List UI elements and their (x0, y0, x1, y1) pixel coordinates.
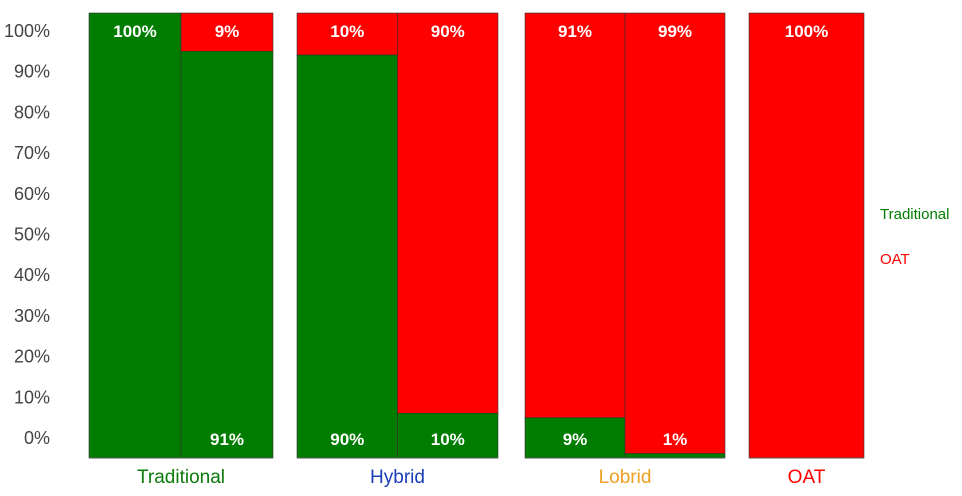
y-tick-label: 30% (14, 306, 50, 326)
y-tick-label: 40% (14, 265, 50, 285)
data-label: 10% (431, 430, 465, 449)
y-tick-label: 100% (4, 21, 50, 41)
x-category-label: OAT (788, 467, 826, 488)
data-label: 9% (563, 430, 588, 449)
data-label: 90% (431, 22, 465, 41)
bar-segment-traditional (524, 417, 626, 459)
data-label: 100% (113, 22, 156, 41)
legend-entry: OAT (880, 251, 910, 268)
y-tick-label: 90% (14, 62, 50, 82)
bar-area: 100% 9% 91% 10% 90% 90% 10% 91% 9% 99% 1% 100% (88, 12, 865, 459)
y-tick-label: 50% (14, 225, 50, 245)
data-label: 90% (330, 430, 364, 449)
x-category-label: Lobrid (599, 467, 652, 488)
x-axis: Traditional Hybrid Lobrid OAT (89, 457, 864, 488)
data-label: 9% (215, 22, 240, 41)
x-category-label: Hybrid (370, 467, 425, 488)
bar-segment-oat (296, 12, 398, 56)
bar-segment-oat (748, 12, 865, 459)
data-label: 1% (663, 430, 688, 449)
bar-segment-traditional (180, 50, 274, 459)
bar-segment-traditional (624, 453, 726, 459)
y-tick-label: 60% (14, 184, 50, 204)
y-tick-label: 0% (24, 428, 50, 448)
legend: Traditional OAT (880, 206, 949, 268)
bar-segment-traditional (88, 12, 182, 459)
data-label: 91% (210, 430, 244, 449)
bar-segment-traditional (397, 412, 499, 459)
data-label: 99% (658, 22, 692, 41)
data-label: 100% (785, 22, 828, 41)
legend-entry: Traditional (880, 206, 949, 223)
data-label: 91% (558, 22, 592, 41)
x-category-label: Traditional (137, 467, 225, 488)
y-axis: 100% 90% 80% 70% 60% 50% 40% 30% 20% 10% 0% (4, 21, 50, 448)
bar-segment-oat (524, 12, 626, 419)
y-tick-label: 80% (14, 102, 50, 122)
y-tick-label: 20% (14, 347, 50, 367)
data-label: 10% (330, 22, 364, 41)
bar-segment-traditional (296, 54, 398, 459)
bar-segment-oat (397, 12, 499, 414)
bar-segment-oat (180, 12, 274, 52)
y-tick-label: 70% (14, 143, 50, 163)
y-tick-label: 10% (14, 387, 50, 407)
bar-segment-oat (624, 12, 726, 454)
